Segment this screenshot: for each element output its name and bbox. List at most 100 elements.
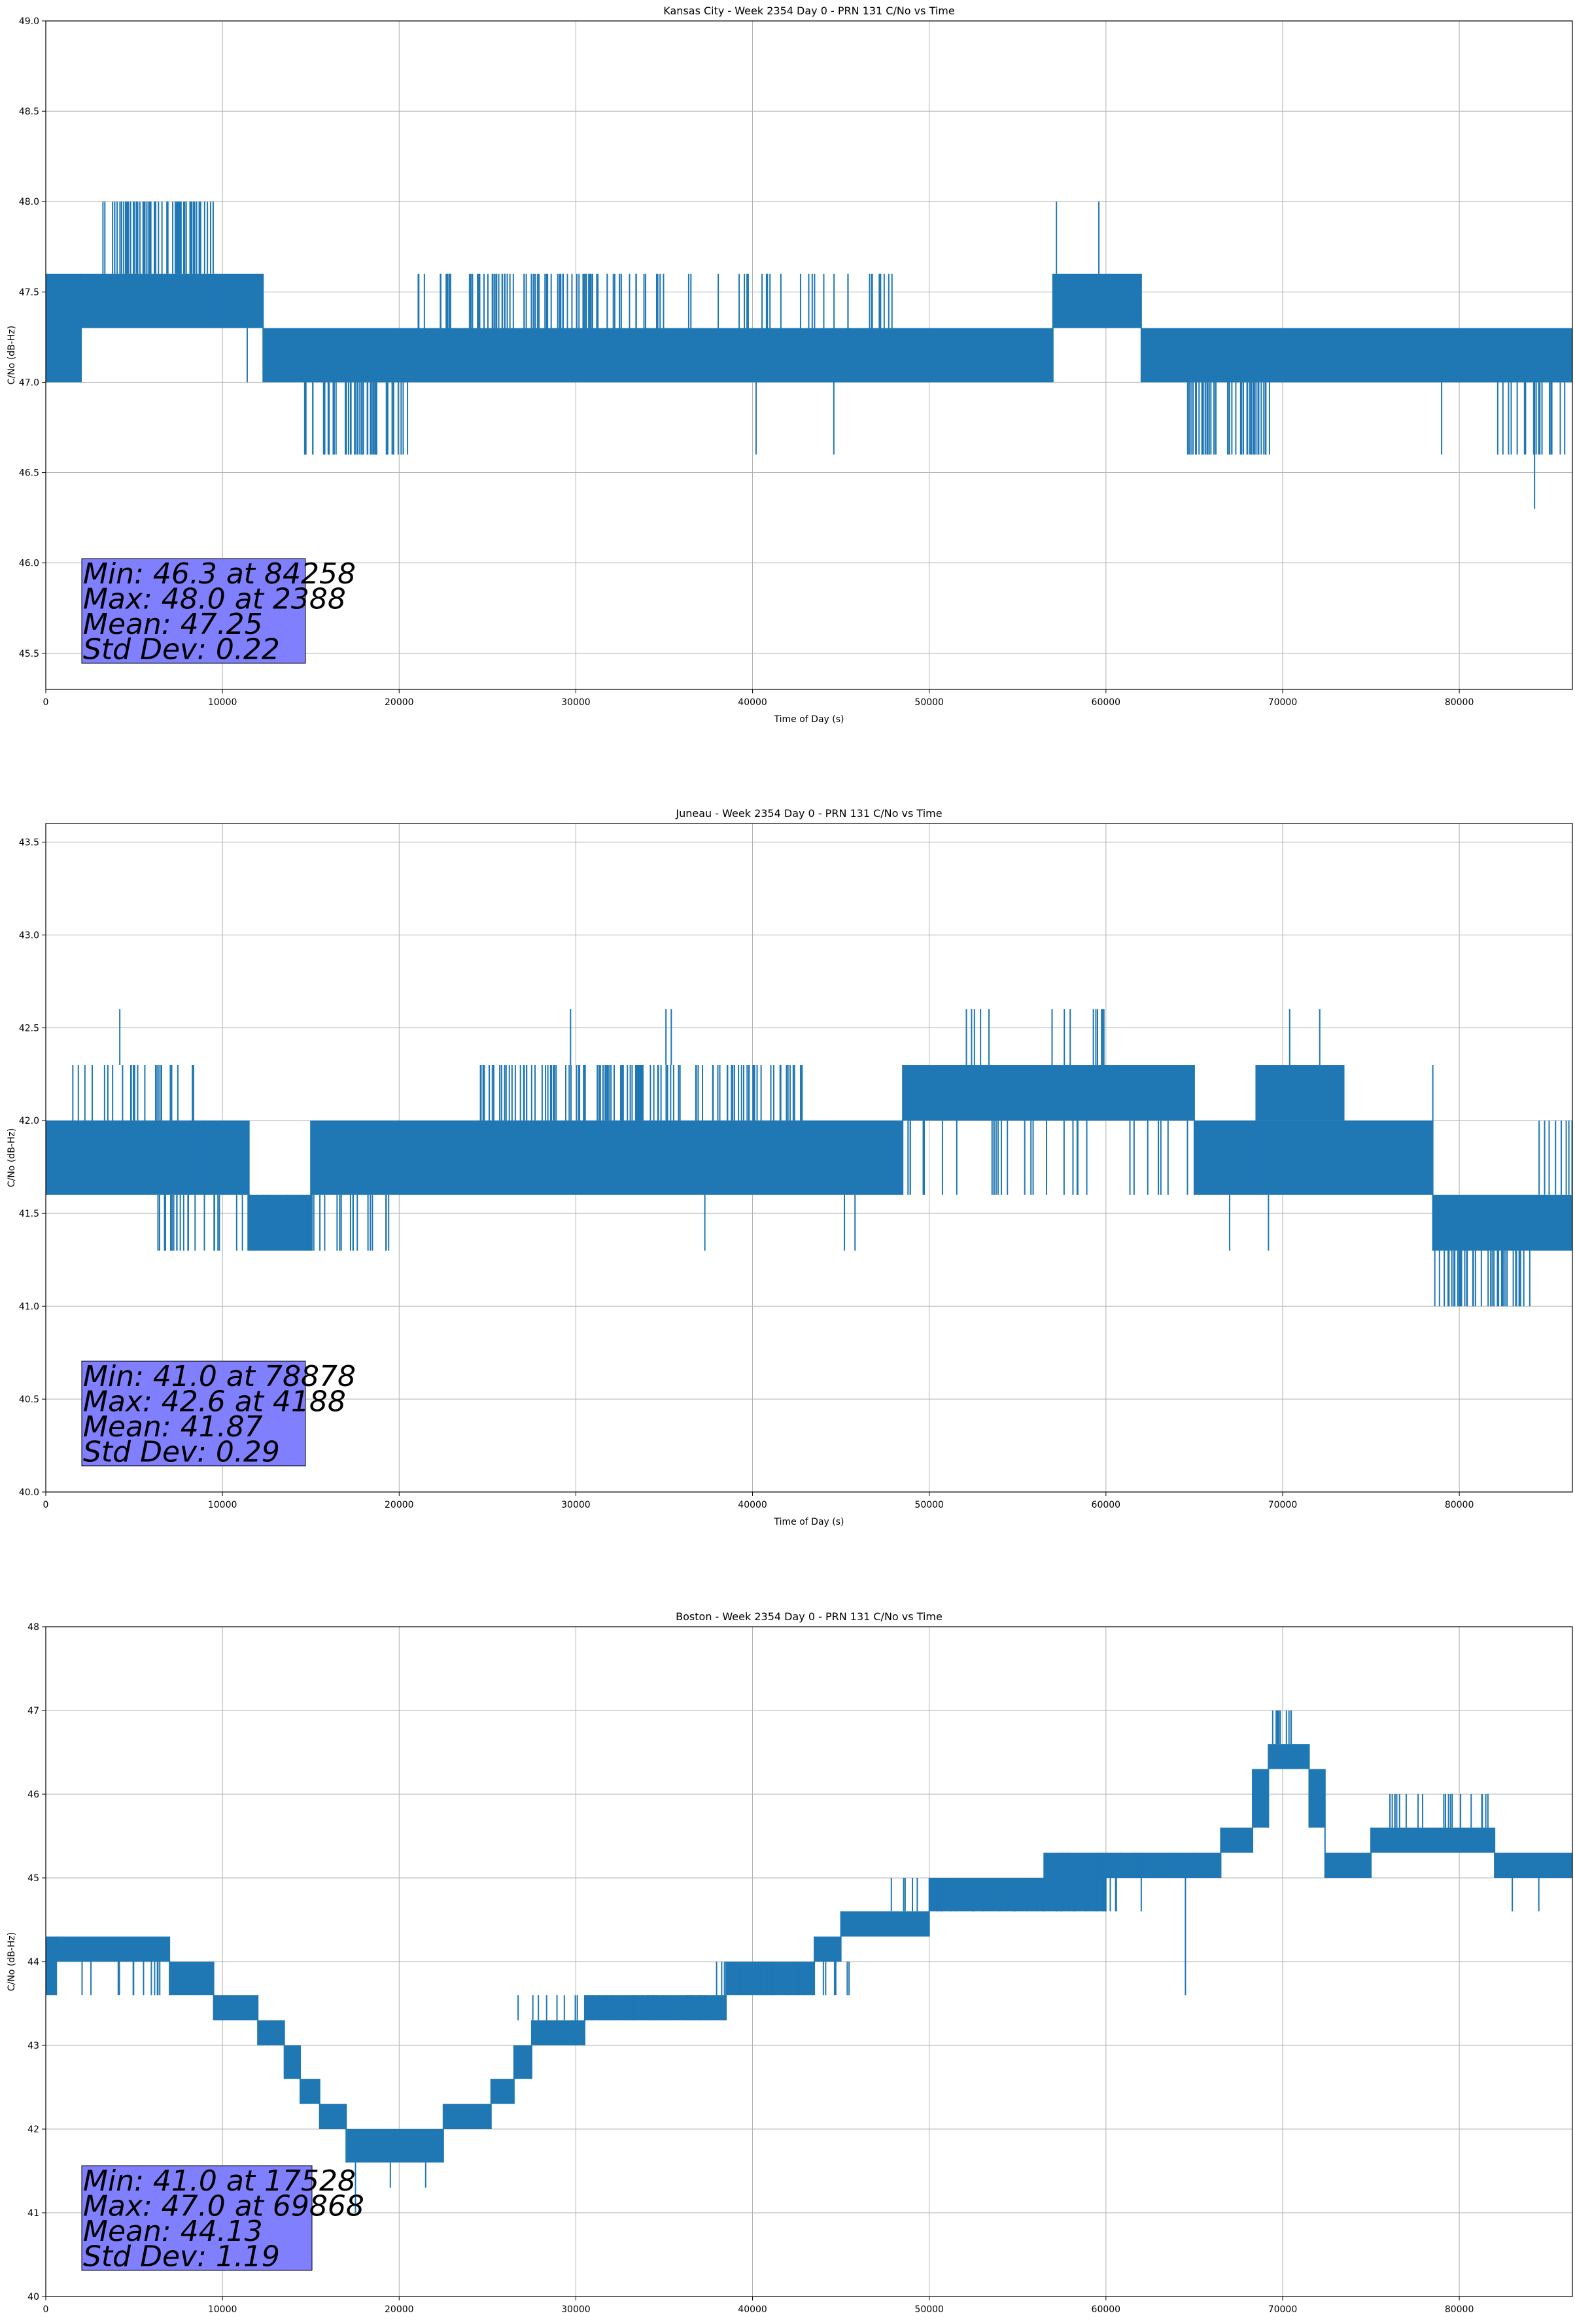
series-c-no <box>46 1710 1572 2213</box>
chart-title: Kansas City - Week 2354 Day 0 - PRN 131 … <box>663 5 954 17</box>
stats-box-background <box>81 558 306 664</box>
stat-min: Min: 41.0 at 17528 <box>83 2164 356 2198</box>
x-tick-label: 40000 <box>738 697 767 708</box>
series-band <box>311 1120 903 1195</box>
x-tick-label: 0 <box>43 1500 49 1510</box>
x-tick-label: 70000 <box>1268 697 1298 708</box>
series-band <box>284 2045 300 2079</box>
x-tick-label: 50000 <box>914 697 944 708</box>
x-tick-label: 10000 <box>208 1500 237 1510</box>
series-band <box>46 1936 57 1996</box>
y-tick-label: 42.0 <box>19 1116 39 1126</box>
x-tick-label: 20000 <box>385 2304 414 2315</box>
x-tick-label: 20000 <box>385 697 414 708</box>
x-tick-label: 30000 <box>561 1500 591 1510</box>
x-tick-label: 50000 <box>914 2304 944 2315</box>
series-band <box>1324 1852 1372 1878</box>
x-tick-label: 70000 <box>1268 2304 1298 2315</box>
series-band <box>213 273 264 328</box>
x-tick-label: 30000 <box>561 697 591 708</box>
x-axis-label: Time of Day (s) <box>774 1517 844 1527</box>
y-tick-label: 48.0 <box>19 197 39 207</box>
series-band <box>814 1936 841 1962</box>
stat-mean: Mean: 47.25 <box>83 608 263 641</box>
series-band <box>513 2045 532 2079</box>
chart-panel-2: 0 10000 20000 30000 40000 50000 60000 70000 8000… <box>7 807 1573 1527</box>
y-tick-label: 48 <box>27 1622 39 1633</box>
y-tick-label: 40.5 <box>19 1395 39 1405</box>
stat-std-dev: Std Dev: 0.22 <box>83 633 280 667</box>
stat-mean: Mean: 41.87 <box>83 1410 263 1444</box>
series-band <box>263 328 1053 383</box>
y-tick-label: 42 <box>27 2125 39 2135</box>
series-band <box>205 1120 249 1195</box>
stat-mean: Mean: 44.13 <box>83 2215 263 2248</box>
series-band <box>903 1065 1194 1121</box>
series-band <box>840 1911 929 1937</box>
y-tick-label: 41.5 <box>19 1209 39 1219</box>
series-band <box>443 2104 491 2129</box>
x-tick-label: 0 <box>43 697 49 708</box>
stat-min: Min: 46.3 at 84258 <box>83 557 356 591</box>
x-axis-label: Time of Day (s) <box>774 714 844 725</box>
series-band <box>258 2020 285 2045</box>
series-band <box>1141 328 1572 383</box>
y-tick-label: 46 <box>27 1790 39 1800</box>
y-tick-label: 40.0 <box>19 1487 39 1498</box>
y-tick-label: 47.0 <box>19 377 39 388</box>
y-tick-label: 49.0 <box>19 16 39 27</box>
x-tick-label: 50000 <box>914 1500 944 1510</box>
stats-box-background <box>81 1361 306 1466</box>
y-tick-label: 43.0 <box>19 930 39 941</box>
series-band <box>346 2129 443 2163</box>
series-band <box>531 2020 585 2045</box>
y-tick-label: 46.5 <box>19 468 39 479</box>
x-tick-label: 80000 <box>1445 1500 1474 1510</box>
series-band <box>169 1962 214 1996</box>
series-band <box>46 1120 205 1195</box>
series-band <box>213 1995 258 2020</box>
stat-max: Max: 48.0 at 2388 <box>83 583 346 616</box>
series-c-no <box>46 1009 1572 1307</box>
y-tick-label: 48.5 <box>19 107 39 117</box>
x-tick-label: 80000 <box>1445 2304 1474 2315</box>
y-tick-label: 40 <box>27 2292 39 2302</box>
series-band <box>1105 1852 1221 1878</box>
chart-title: Boston - Week 2354 Day 0 - PRN 131 C/No … <box>676 1610 943 1623</box>
series-band <box>1268 1744 1309 1769</box>
stat-min: Min: 41.0 at 78878 <box>83 1360 356 1393</box>
series-band <box>319 2104 347 2129</box>
series-band <box>584 1995 727 2020</box>
series-band <box>1194 1120 1433 1195</box>
x-tick-label: 80000 <box>1445 697 1474 708</box>
y-tick-label: 42.5 <box>19 1023 39 1033</box>
stat-max: Max: 47.0 at 69868 <box>83 2190 364 2223</box>
y-tick-label: 47.5 <box>19 287 39 298</box>
y-tick-label: 45.5 <box>19 649 39 659</box>
plot-frame <box>45 823 1573 1493</box>
x-tick-label: 0 <box>43 2304 49 2315</box>
y-tick-label: 43 <box>27 2041 39 2051</box>
stat-std-dev: Std Dev: 1.19 <box>83 2240 280 2274</box>
series-c-no <box>46 201 1572 509</box>
x-tick-label: 60000 <box>1092 2304 1121 2315</box>
series-band <box>1309 1769 1325 1828</box>
x-tick-label: 60000 <box>1092 1500 1121 1510</box>
y-tick-label: 45 <box>27 1873 39 1884</box>
y-tick-label: 41 <box>27 2208 39 2219</box>
chart-title: Juneau - Week 2354 Day 0 - PRN 131 C/No … <box>675 807 942 820</box>
series-band <box>1052 273 1141 328</box>
stat-std-dev: Std Dev: 0.29 <box>83 1436 280 1469</box>
stats-box-background <box>81 2165 313 2271</box>
stat-max: Max: 42.6 at 4188 <box>83 1385 346 1419</box>
y-tick-label: 41.0 <box>19 1302 39 1312</box>
y-tick-label: 44 <box>27 1957 39 1968</box>
series-band <box>1432 1194 1572 1251</box>
x-tick-label: 10000 <box>208 2304 237 2315</box>
x-tick-label: 60000 <box>1092 697 1121 708</box>
y-axis-label: C/No (dB-Hz) <box>7 1932 17 1991</box>
series-band <box>1256 1065 1345 1121</box>
